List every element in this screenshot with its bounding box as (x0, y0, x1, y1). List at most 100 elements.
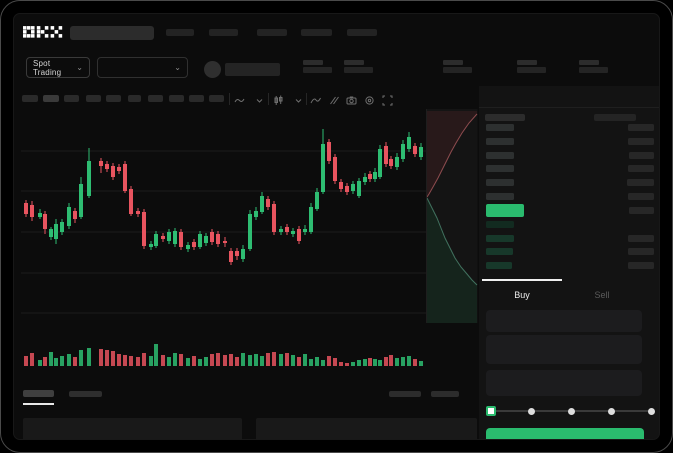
buy-tab-underline (482, 279, 562, 281)
book-asks-icon[interactable] (519, 92, 530, 103)
pair-title-placeholder (225, 63, 280, 76)
orderbook-row-ask[interactable] (484, 162, 656, 176)
price-bar (486, 138, 514, 146)
chevron-down-icon[interactable] (293, 93, 304, 104)
timeframe-pill[interactable] (106, 95, 121, 102)
slider-stop-dot[interactable] (527, 407, 535, 415)
chevron-down-icon: ⌄ (174, 62, 181, 72)
timeframe-pill[interactable] (128, 95, 141, 102)
orderbook-last-price-row[interactable] (484, 203, 656, 218)
stat-label-placeholder (303, 60, 323, 65)
settings-gear-icon[interactable] (364, 93, 375, 105)
orders-table-placeholder (23, 418, 242, 442)
amount-bar (629, 151, 654, 159)
amount-bar (628, 124, 654, 132)
amount-input[interactable] (486, 335, 642, 364)
divider (268, 93, 269, 105)
timeframe-pill[interactable] (22, 95, 38, 102)
candle-style-icon[interactable] (273, 93, 284, 105)
amount-bar (628, 165, 654, 173)
amount-bar (628, 248, 654, 256)
orderbook-row-bid[interactable] (484, 259, 656, 273)
search-input[interactable] (70, 26, 154, 40)
orderbook-row-ask[interactable] (484, 189, 656, 203)
price-bar (486, 220, 514, 228)
price-bar (486, 248, 513, 256)
price-bar (486, 124, 514, 132)
market-type-selector[interactable]: Spot Trading ⌄ (26, 57, 90, 78)
book-combined-icon[interactable] (485, 92, 496, 103)
pair-selector[interactable]: ⌄ (97, 57, 188, 78)
slider-stop-dot[interactable] (567, 407, 575, 415)
price-input[interactable] (486, 310, 642, 332)
drawing-tools-icon[interactable] (328, 93, 339, 105)
tab-sell[interactable]: Sell (594, 290, 610, 300)
amount-bar (629, 206, 654, 214)
orders-tab-active[interactable] (23, 390, 54, 397)
nav-item-placeholder[interactable] (257, 29, 287, 36)
fullscreen-icon[interactable] (382, 93, 393, 106)
price-bar (486, 179, 514, 187)
amount-percent-slider[interactable] (486, 404, 656, 418)
buy-submit-button[interactable] (486, 428, 644, 443)
price-bar (486, 262, 512, 270)
divider (229, 93, 230, 105)
nav-item-placeholder[interactable] (301, 29, 332, 36)
orderbook (484, 121, 656, 272)
price-bar (486, 234, 514, 242)
orders-filter-placeholder[interactable] (389, 391, 421, 397)
nav-item-placeholder[interactable] (166, 29, 194, 36)
timeframe-pill[interactable] (43, 95, 59, 102)
divider (479, 107, 662, 108)
amount-bar (628, 192, 654, 200)
indicator-wave-icon[interactable] (234, 93, 245, 104)
orderbook-header-price (485, 114, 525, 121)
okx-logo[interactable] (23, 25, 63, 43)
total-input[interactable] (486, 370, 642, 396)
price-bar (486, 203, 524, 217)
timeframe-pill[interactable] (169, 95, 184, 102)
orderbook-row-bid[interactable] (484, 218, 656, 232)
orders-table-placeholder (256, 418, 477, 442)
chevron-down-icon: ⌄ (76, 62, 83, 72)
orderbook-row-ask[interactable] (484, 148, 656, 162)
slider-stop-dot[interactable] (607, 407, 615, 415)
stat-label-placeholder (579, 60, 599, 65)
book-bids-icon[interactable] (502, 92, 513, 103)
orderbook-row-ask[interactable] (484, 135, 656, 149)
camera-icon[interactable] (346, 93, 357, 105)
orders-filter-placeholder[interactable] (431, 391, 459, 397)
stat-value-placeholder (303, 67, 332, 73)
tab-buy[interactable]: Buy (514, 290, 530, 300)
timeframe-pill[interactable] (64, 95, 79, 102)
market-type-label: Spot Trading (33, 58, 62, 77)
stat-value-placeholder (344, 67, 373, 73)
stat-value-placeholder (443, 67, 472, 73)
orders-tab-inactive[interactable] (69, 391, 102, 397)
timeframe-pill[interactable] (148, 95, 163, 102)
timeframe-pill[interactable] (86, 95, 101, 102)
timeframe-pill[interactable] (209, 95, 224, 102)
amount-bar (627, 179, 654, 187)
nav-item-placeholder[interactable] (347, 29, 377, 36)
price-bar (486, 165, 514, 173)
line-curve-icon[interactable] (310, 93, 321, 104)
timeframe-pill[interactable] (189, 95, 204, 102)
nav-item-placeholder[interactable] (209, 29, 238, 36)
coin-avatar (204, 61, 221, 78)
price-bar (486, 192, 514, 200)
stat-label-placeholder (443, 60, 463, 65)
slider-stop-dot[interactable] (647, 407, 655, 415)
orderbook-row-bid[interactable] (484, 245, 656, 259)
orderbook-row-ask[interactable] (484, 176, 656, 190)
orderbook-row-ask[interactable] (484, 121, 656, 135)
active-tab-underline (23, 403, 54, 405)
orderbook-row-bid[interactable] (484, 231, 656, 245)
chevron-down-icon[interactable] (254, 93, 265, 104)
stat-value-placeholder (517, 67, 546, 73)
price-bar (486, 151, 514, 159)
stat-label-placeholder (517, 60, 537, 65)
slider-handle[interactable] (486, 406, 496, 416)
